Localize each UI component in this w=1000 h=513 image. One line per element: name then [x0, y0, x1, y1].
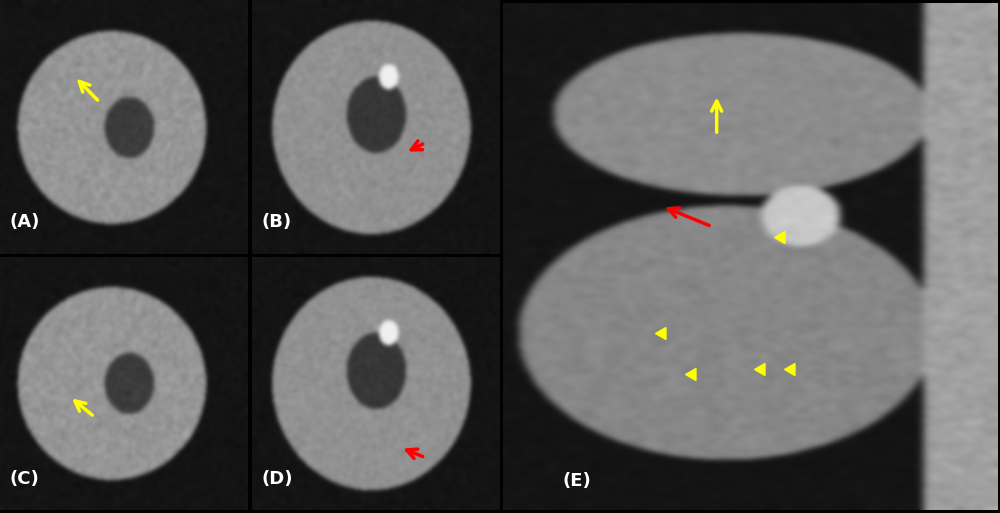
Text: (D): (D) [261, 469, 293, 487]
Text: (A): (A) [10, 213, 40, 231]
Text: (B): (B) [261, 213, 292, 231]
Text: (C): (C) [10, 469, 40, 487]
Text: (E): (E) [562, 472, 591, 490]
